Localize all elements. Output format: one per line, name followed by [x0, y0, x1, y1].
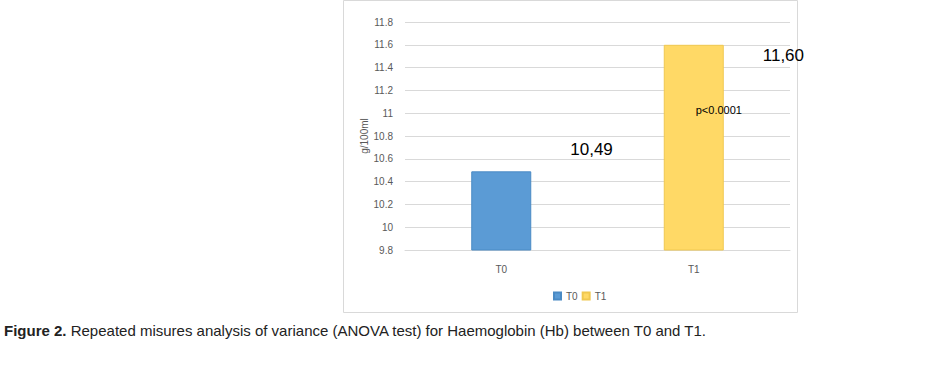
- svg-text:10.4: 10.4: [374, 176, 394, 187]
- svg-text:10: 10: [382, 222, 394, 233]
- svg-text:11.4: 11.4: [374, 62, 393, 73]
- svg-text:10.2: 10.2: [374, 199, 394, 210]
- svg-text:T0: T0: [566, 291, 578, 302]
- svg-text:11.8: 11.8: [374, 17, 393, 28]
- html-text:Figure 2. Repeated misures ana: Figure 2. Repeated misures analysis of v…: [4, 322, 706, 339]
- svg-text:11.2: 11.2: [374, 85, 393, 96]
- svg-text:g/100ml: g/100ml: [359, 118, 370, 154]
- svg-text:11: 11: [383, 108, 394, 119]
- svg-text:T0: T0: [495, 264, 507, 275]
- svg-text:11,60: 11,60: [763, 46, 804, 65]
- svg-text:T1: T1: [595, 291, 607, 302]
- svg-text:T1: T1: [688, 264, 700, 275]
- svg-text:10.6: 10.6: [374, 153, 394, 164]
- svg-text:11.6: 11.6: [374, 39, 393, 50]
- svg-text:10.8: 10.8: [374, 131, 394, 142]
- svg-text:p<0.0001: p<0.0001: [696, 104, 742, 116]
- svg-text:10,49: 10,49: [570, 140, 613, 159]
- svg-text:9.8: 9.8: [379, 245, 393, 256]
